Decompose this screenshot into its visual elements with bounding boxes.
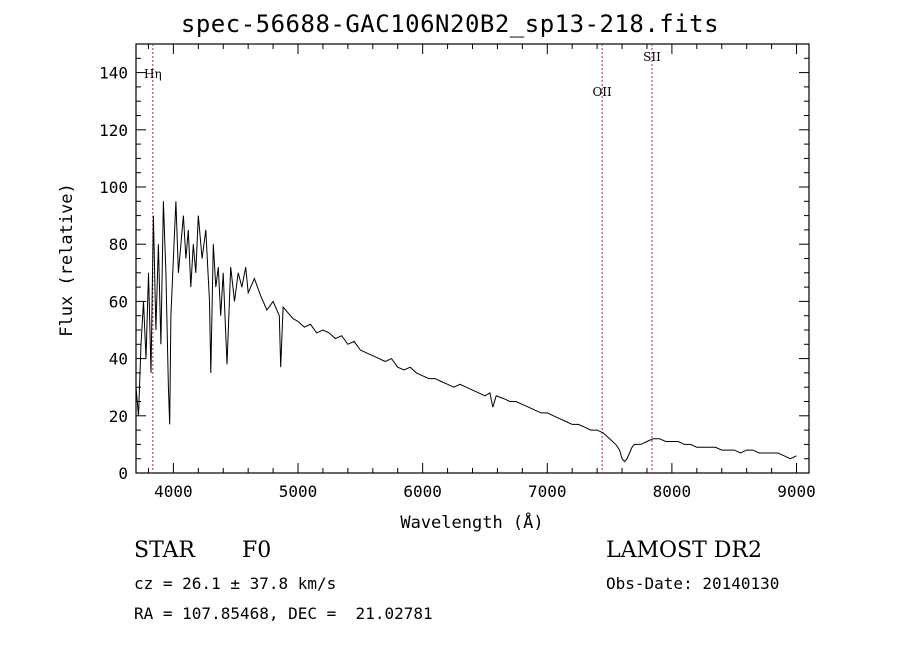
spectral-class: STAR	[134, 538, 195, 563]
chart-title: spec-56688-GAC106N20B2_sp13-218.fits	[180, 10, 720, 38]
observation-date: Obs-Date: 20140130	[606, 574, 780, 593]
plot-frame	[135, 43, 810, 474]
y-tick-label: 100	[99, 178, 128, 197]
y-tick-label: 40	[109, 350, 128, 369]
y-tick-label: 60	[109, 292, 128, 311]
y-tick-label: 20	[109, 407, 128, 426]
y-axis-label: Flux (relative)	[57, 183, 77, 337]
y-tick-label: 120	[99, 121, 128, 140]
spectral-line-label: Hη	[144, 67, 162, 81]
redshift-cz: cz = 26.1 ± 37.8 km/s	[134, 574, 337, 593]
x-tick-label: 4000	[154, 482, 193, 501]
spectrum-line	[135, 201, 797, 463]
x-tick-label: 9000	[777, 482, 816, 501]
y-tick-label: 0	[118, 464, 128, 483]
spectral-subclass: F0	[242, 538, 272, 563]
x-tick-label: 8000	[653, 482, 692, 501]
x-tick-label: 5000	[279, 482, 318, 501]
y-tick-label: 80	[109, 235, 128, 254]
x-tick-label: 6000	[403, 482, 442, 501]
coordinates: RA = 107.85468, DEC = 21.02781	[134, 604, 433, 623]
x-tick-label: 7000	[528, 482, 567, 501]
spectral-line-label: OII	[592, 85, 612, 99]
y-tick-label: 140	[99, 64, 128, 83]
spectral-line-label: SII	[643, 50, 661, 64]
survey-name: LAMOST DR2	[606, 538, 762, 563]
x-axis-label: Wavelength (Å)	[400, 511, 543, 533]
